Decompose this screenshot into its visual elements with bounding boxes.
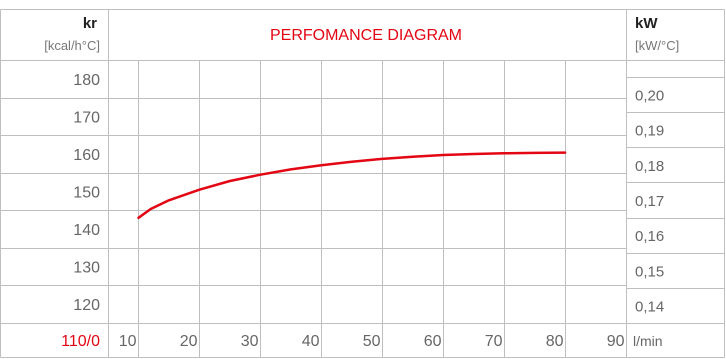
x-axis-tick-label: 20: [180, 333, 198, 350]
chart-labels: PERFOMANCE DIAGRAM kr [kcal/h°C] kW [kW/…: [44, 15, 679, 350]
right-axis-tick-label: 0,15: [635, 263, 664, 280]
right-axis-tick-label: 0,17: [635, 193, 664, 210]
left-axis-unit-sub: [kcal/h°C]: [44, 38, 100, 53]
chart-grid: [0, 9, 725, 358]
right-axis-tick-label: 0,18: [635, 158, 664, 175]
left-axis-tick-label: 130: [73, 260, 100, 277]
chart-series: [137, 151, 567, 220]
x-axis-unit: l/min: [633, 333, 663, 349]
x-axis-tick-label: 80: [546, 333, 564, 350]
left-axis-origin-label: 110/0: [61, 333, 100, 350]
chart-title: PERFOMANCE DIAGRAM: [270, 27, 462, 44]
chart-ticks: 180 170 160 150 140 130 120 0,20 0,19 0,18 0,17 0,1…: [73, 72, 664, 350]
left-axis-tick-label: 180: [73, 72, 100, 89]
series-line: [137, 151, 567, 220]
x-axis-tick-label: 70: [485, 333, 503, 350]
x-axis-tick-label: 90: [607, 333, 625, 350]
left-axis-tick-label: 170: [73, 109, 100, 126]
x-axis-tick-label: 30: [241, 333, 259, 350]
x-axis-tick-label: 10: [119, 333, 137, 350]
left-axis-tick-label: 160: [73, 147, 100, 164]
left-axis-unit: kr: [83, 15, 97, 32]
right-axis-tick-label: 0,14: [635, 298, 664, 315]
x-axis-tick-label: 40: [302, 333, 320, 350]
left-axis-tick-label: 140: [73, 222, 100, 239]
right-axis-tick-label: 0,16: [635, 228, 664, 245]
right-axis-tick-label: 0,20: [635, 88, 664, 105]
x-axis-tick-label: 60: [424, 333, 442, 350]
right-axis-tick-label: 0,19: [635, 123, 664, 140]
right-axis-unit-sub: [kW/°C]: [635, 38, 679, 53]
right-axis-unit: kW: [635, 15, 658, 32]
left-axis-tick-label: 120: [73, 297, 100, 314]
left-axis-tick-label: 150: [73, 185, 100, 202]
x-axis-tick-label: 50: [363, 333, 381, 350]
